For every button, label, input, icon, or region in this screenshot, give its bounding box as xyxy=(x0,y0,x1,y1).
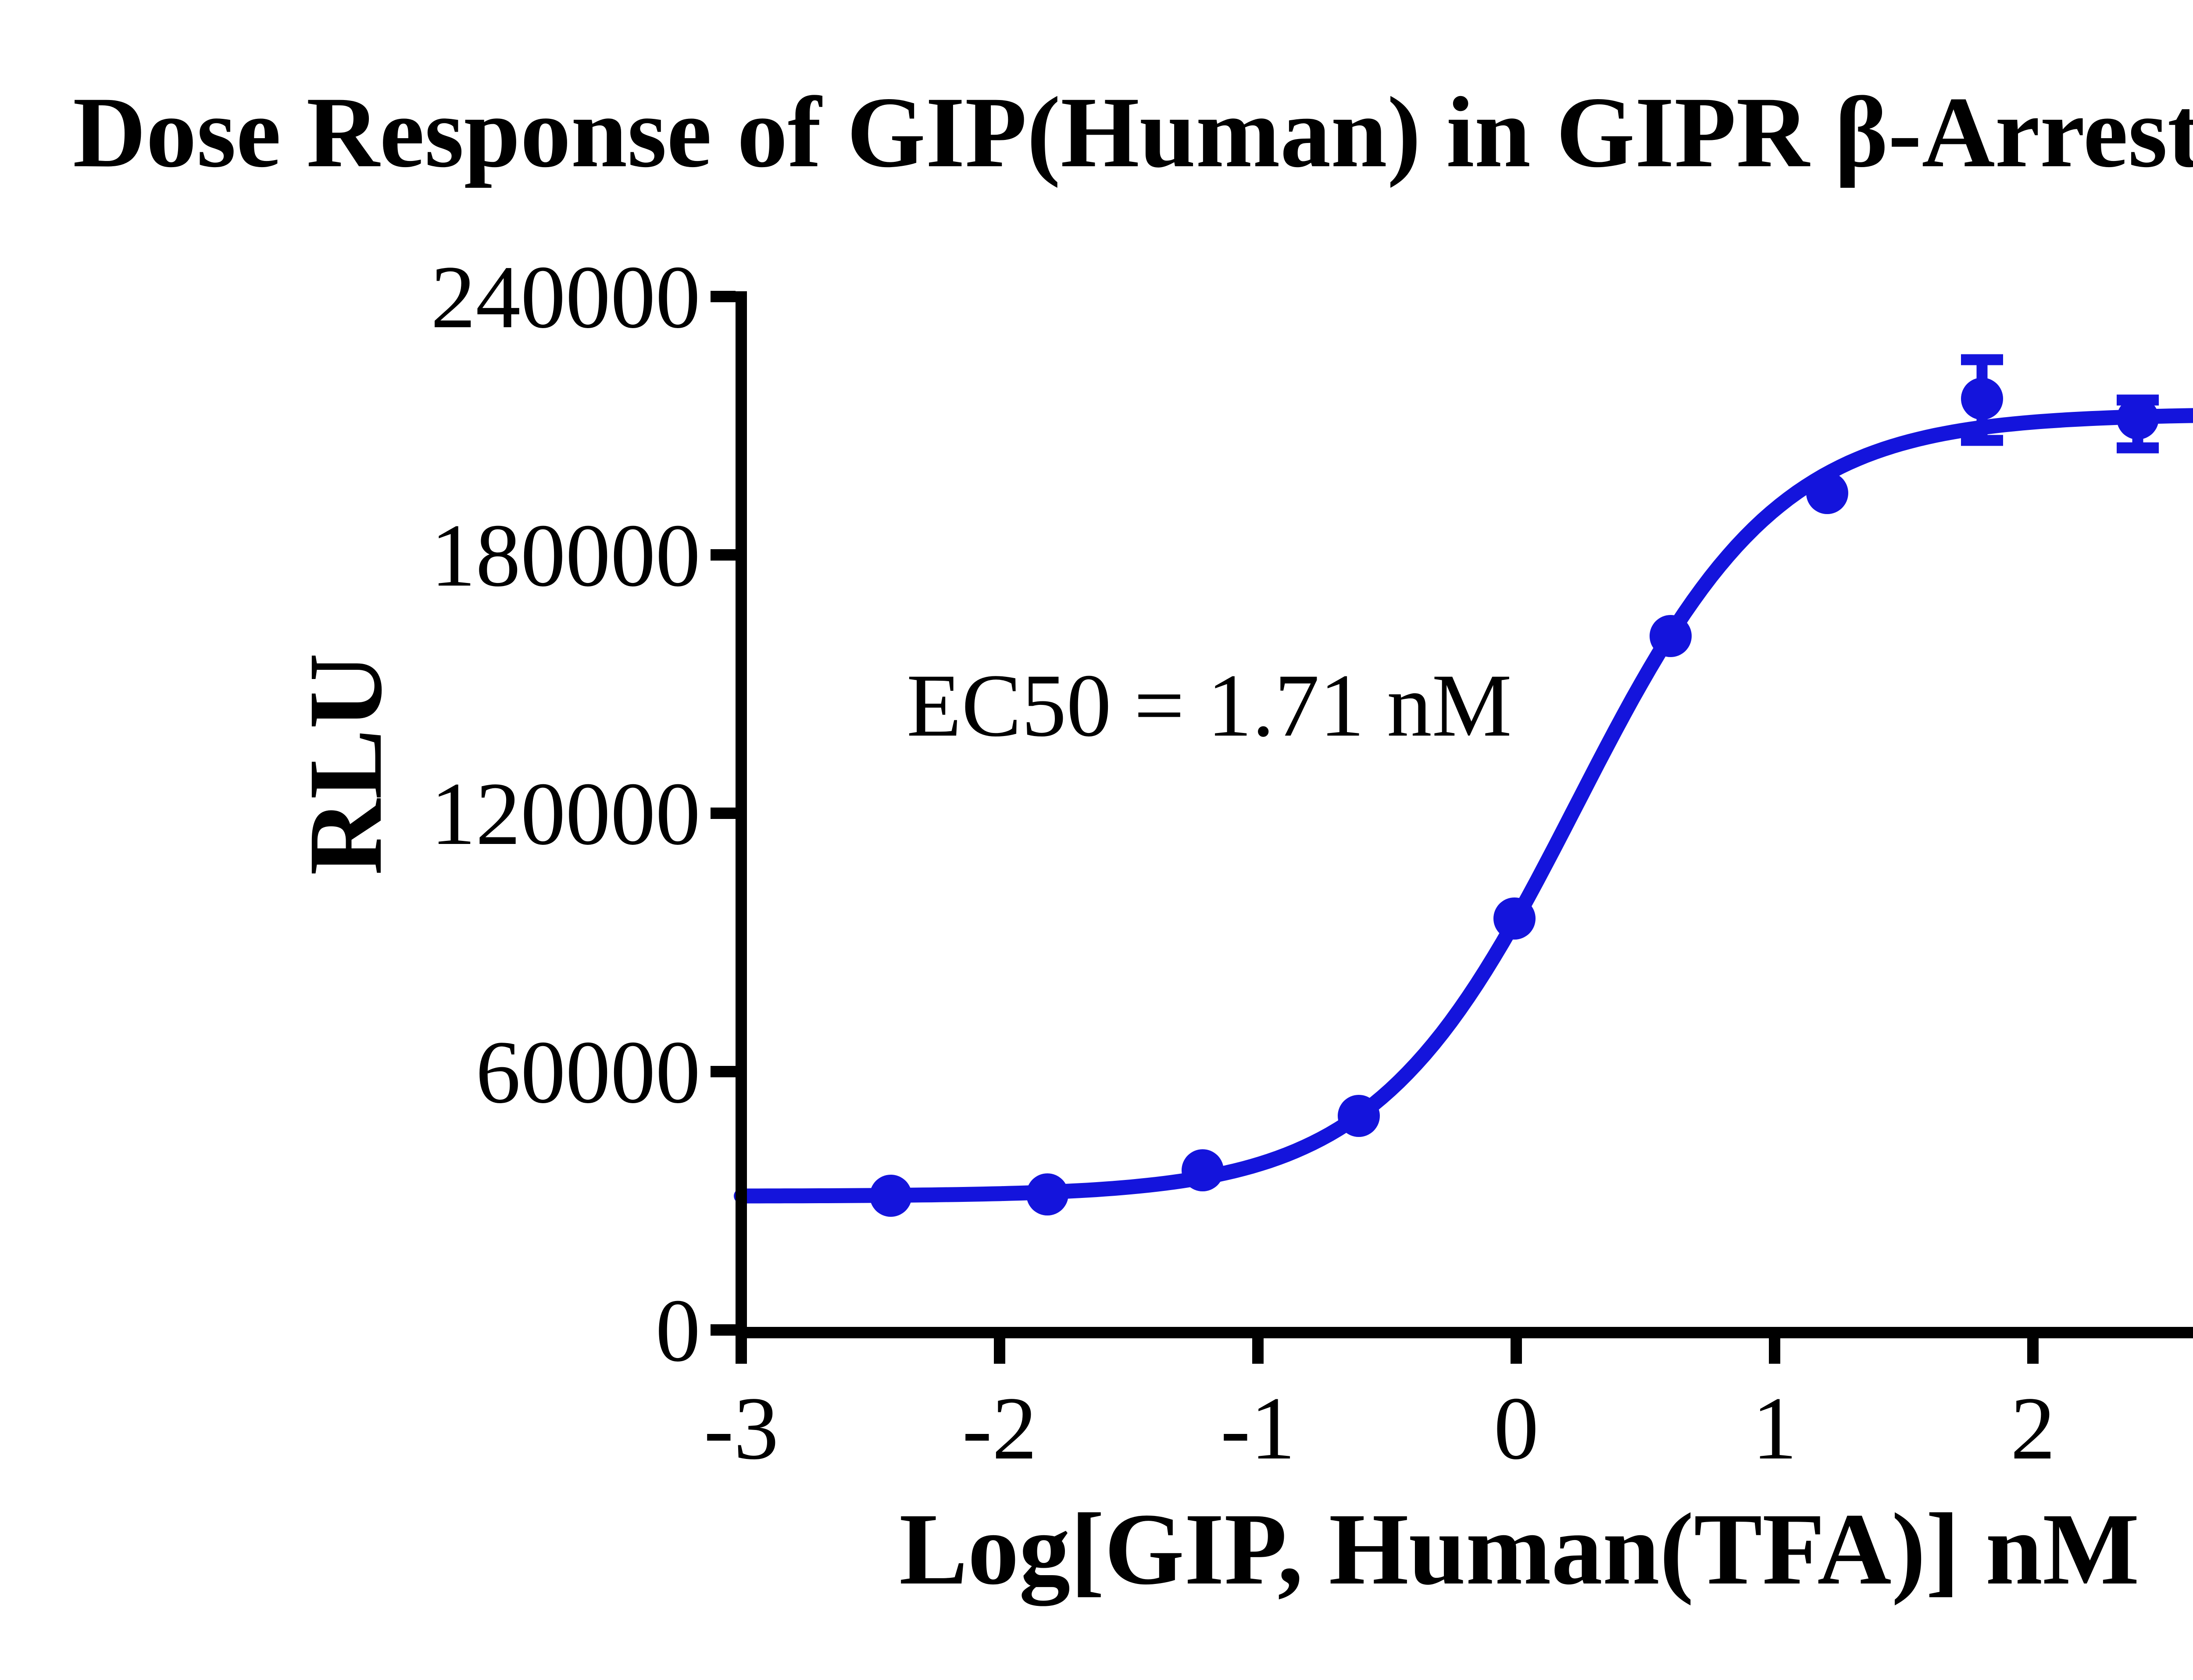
svg-text:-1: -1 xyxy=(1221,1379,1296,1478)
svg-text:120000: 120000 xyxy=(431,764,700,864)
svg-text:EC50 = 1.71 nM: EC50 = 1.71 nM xyxy=(907,656,1512,755)
svg-text:Log[GIP, Human(TFA)] nM: Log[GIP, Human(TFA)] nM xyxy=(899,1492,2139,1606)
svg-text:180000: 180000 xyxy=(431,506,700,605)
svg-text:0: 0 xyxy=(656,1281,701,1380)
svg-text:60000: 60000 xyxy=(476,1022,701,1122)
svg-text:240000: 240000 xyxy=(431,247,700,347)
svg-text:-3: -3 xyxy=(704,1379,779,1478)
svg-text:0: 0 xyxy=(1494,1379,1539,1478)
svg-text:Dose Response of GIP(Human) in: Dose Response of GIP(Human) in GIPR β-Ar… xyxy=(73,76,2193,188)
svg-text:RLU: RLU xyxy=(287,653,404,876)
svg-text:2: 2 xyxy=(2011,1379,2056,1478)
svg-text:1: 1 xyxy=(1752,1379,1797,1478)
svg-text:-2: -2 xyxy=(962,1379,1037,1478)
